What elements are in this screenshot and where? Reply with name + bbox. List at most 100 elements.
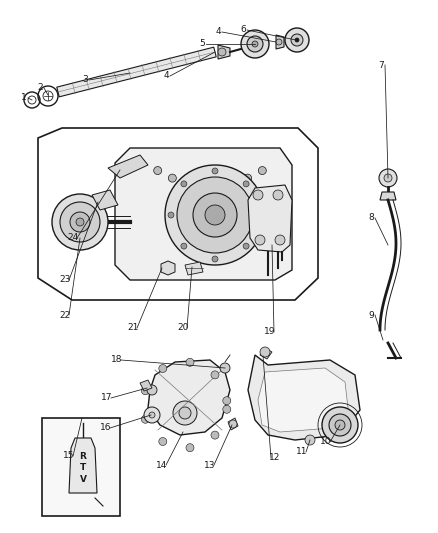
Text: R
T
V: R T V	[80, 453, 86, 483]
Polygon shape	[258, 368, 348, 432]
Circle shape	[255, 235, 265, 245]
Polygon shape	[276, 35, 284, 49]
Text: 8: 8	[368, 214, 374, 222]
Text: 14: 14	[156, 461, 168, 470]
Text: 11: 11	[296, 448, 308, 456]
Circle shape	[253, 190, 263, 200]
Text: 17: 17	[101, 393, 113, 402]
Circle shape	[218, 48, 226, 56]
Circle shape	[186, 443, 194, 451]
Polygon shape	[92, 190, 118, 210]
Circle shape	[273, 190, 283, 200]
Circle shape	[291, 34, 303, 46]
Circle shape	[141, 387, 149, 395]
Circle shape	[295, 38, 299, 42]
Circle shape	[149, 412, 155, 418]
Circle shape	[211, 371, 219, 379]
Circle shape	[285, 28, 309, 52]
Circle shape	[141, 415, 149, 423]
Circle shape	[168, 212, 174, 218]
FancyBboxPatch shape	[42, 418, 120, 516]
Circle shape	[168, 174, 177, 182]
Text: 18: 18	[111, 356, 123, 365]
Circle shape	[212, 168, 218, 174]
Text: 13: 13	[204, 461, 216, 470]
Circle shape	[181, 243, 187, 249]
Polygon shape	[248, 355, 360, 440]
Circle shape	[243, 181, 249, 187]
Circle shape	[159, 365, 167, 373]
Circle shape	[260, 347, 270, 357]
Text: 7: 7	[378, 61, 384, 69]
Circle shape	[247, 36, 263, 52]
Circle shape	[144, 407, 160, 423]
Circle shape	[60, 202, 100, 242]
Circle shape	[379, 169, 397, 187]
Polygon shape	[185, 262, 203, 275]
Circle shape	[154, 166, 162, 175]
Text: 5: 5	[199, 39, 205, 49]
Text: 24: 24	[67, 233, 79, 243]
Polygon shape	[115, 148, 292, 280]
Text: 21: 21	[127, 324, 139, 333]
Circle shape	[52, 194, 108, 250]
Polygon shape	[260, 348, 272, 359]
Circle shape	[212, 256, 218, 262]
Polygon shape	[218, 45, 230, 59]
Circle shape	[223, 397, 231, 405]
Polygon shape	[248, 185, 292, 252]
Circle shape	[173, 401, 197, 425]
Circle shape	[165, 165, 265, 265]
Polygon shape	[161, 261, 175, 275]
Circle shape	[384, 174, 392, 182]
Polygon shape	[148, 360, 230, 435]
Text: 2: 2	[37, 84, 43, 93]
Circle shape	[243, 243, 249, 249]
Circle shape	[192, 179, 200, 187]
Text: 15: 15	[63, 451, 75, 461]
Circle shape	[252, 41, 258, 47]
Circle shape	[186, 358, 194, 366]
Circle shape	[76, 218, 84, 226]
Circle shape	[147, 385, 157, 395]
Circle shape	[241, 30, 269, 58]
Circle shape	[276, 39, 282, 45]
Circle shape	[335, 420, 345, 430]
Circle shape	[220, 179, 228, 187]
Text: 23: 23	[59, 276, 71, 285]
Text: 10: 10	[320, 438, 332, 447]
Text: 9: 9	[368, 311, 374, 319]
Circle shape	[322, 407, 358, 443]
Text: 22: 22	[60, 311, 71, 319]
Text: 6: 6	[240, 26, 246, 35]
Circle shape	[193, 193, 237, 237]
Circle shape	[205, 205, 225, 225]
Text: 16: 16	[100, 424, 112, 432]
Text: 3: 3	[82, 76, 88, 85]
Circle shape	[258, 166, 266, 175]
Circle shape	[177, 177, 253, 253]
Circle shape	[181, 181, 187, 187]
Circle shape	[159, 438, 167, 446]
Polygon shape	[228, 418, 238, 430]
Circle shape	[305, 435, 315, 445]
Polygon shape	[140, 380, 152, 391]
Circle shape	[70, 212, 90, 232]
Circle shape	[244, 174, 252, 182]
Text: 4: 4	[163, 71, 169, 80]
Text: 1: 1	[21, 93, 27, 102]
Circle shape	[256, 212, 262, 218]
Circle shape	[220, 363, 230, 373]
Circle shape	[223, 405, 231, 413]
Circle shape	[179, 407, 191, 419]
Circle shape	[275, 235, 285, 245]
Text: 20: 20	[177, 324, 189, 333]
Polygon shape	[108, 155, 148, 178]
Circle shape	[211, 431, 219, 439]
Circle shape	[229, 420, 237, 428]
Text: 19: 19	[264, 327, 276, 336]
Polygon shape	[380, 192, 396, 200]
Circle shape	[329, 414, 351, 436]
Polygon shape	[57, 47, 216, 97]
Polygon shape	[69, 438, 97, 493]
